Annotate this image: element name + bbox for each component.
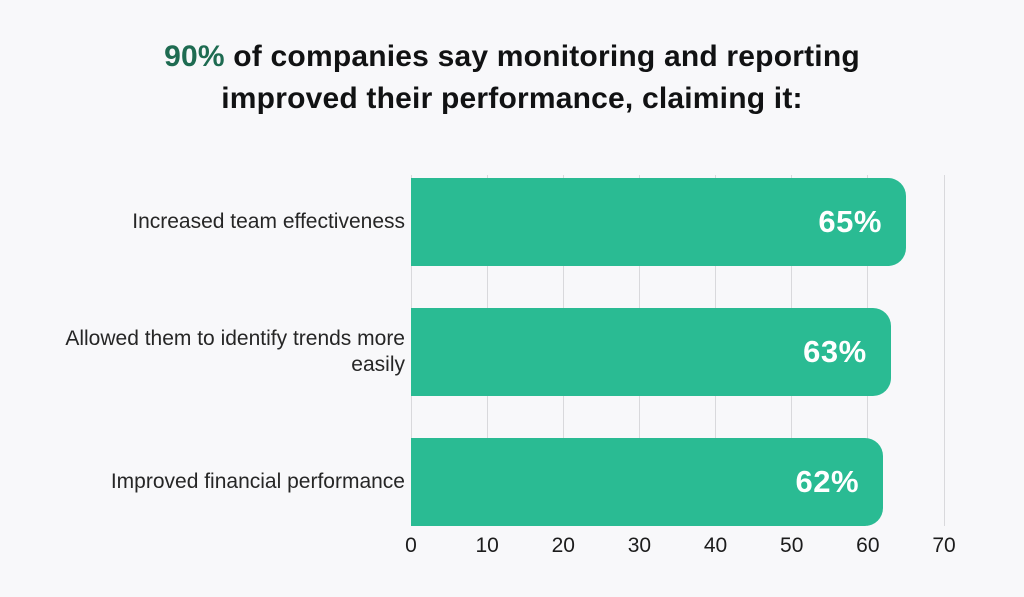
x-tick-label: 60	[856, 534, 880, 557]
category-label: Improved financial performance	[110, 470, 405, 493]
value-label: 63%	[803, 334, 867, 369]
title-rest-line1: of companies say monitoring and reportin…	[224, 40, 860, 73]
value-label: 65%	[818, 204, 882, 239]
x-tick-label: 0	[405, 534, 417, 557]
category-label: Allowed them to identify trends more eas…	[65, 327, 405, 376]
bar: 63%	[411, 308, 891, 396]
bar-row: Increased team effectiveness 65%	[0, 178, 1024, 266]
x-tick-label: 30	[627, 534, 652, 557]
category-label: Increased team effectiveness	[132, 210, 405, 233]
value-label: 62%	[795, 464, 860, 499]
x-tick-label: 40	[703, 534, 728, 557]
title-line2: improved their performance, claiming it:	[221, 82, 803, 115]
bar-row: Allowed them to identify trends more eas…	[0, 308, 1024, 396]
bar-row: Improved financial performance 62%	[0, 438, 1024, 526]
x-tick-label: 20	[551, 534, 575, 557]
chart-title: 90% of companies say monitoring and repo…	[0, 36, 1024, 120]
x-tick-label: 50	[780, 534, 804, 557]
gridline	[943, 175, 945, 526]
bar: 65%	[411, 178, 906, 266]
x-tick-label: 10	[475, 534, 499, 557]
title-highlight: 90%	[164, 40, 225, 73]
bar: 62%	[411, 438, 884, 526]
x-tick-label: 70	[932, 534, 956, 557]
